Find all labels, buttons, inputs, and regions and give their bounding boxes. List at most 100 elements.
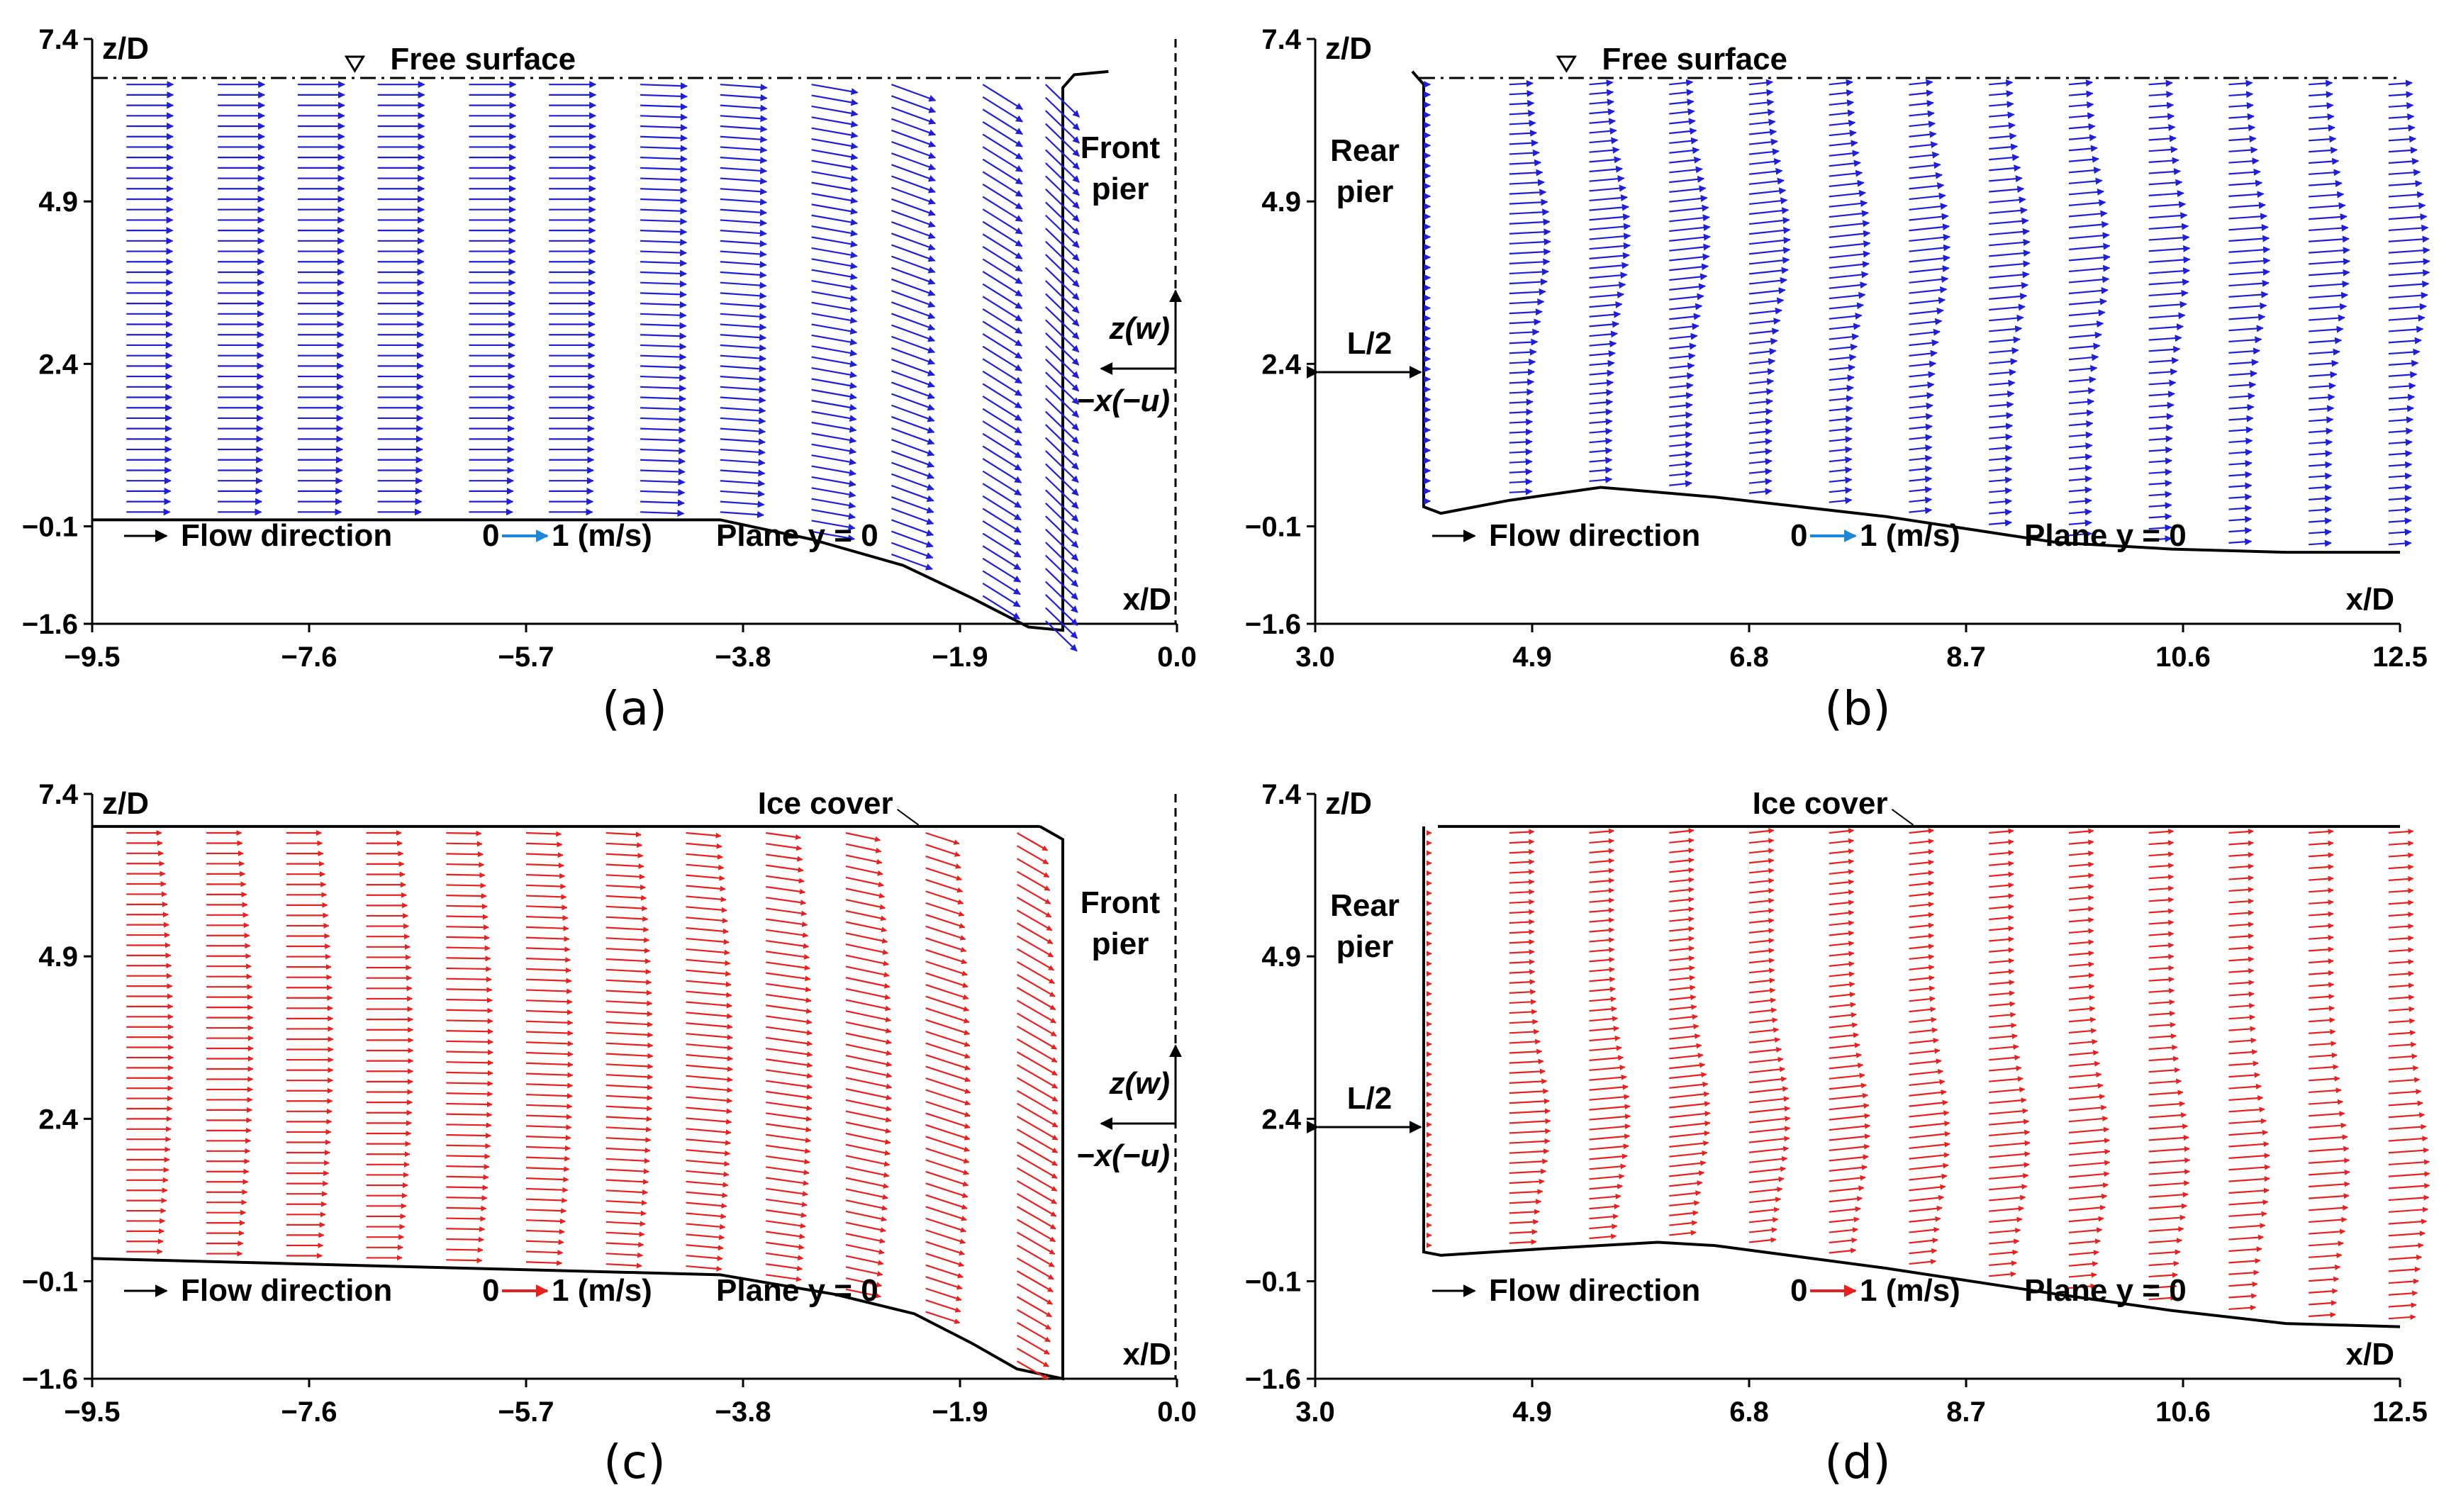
velocity-arrow xyxy=(2068,961,2094,968)
velocity-arrow xyxy=(2148,256,2191,264)
velocity-arrow xyxy=(845,1277,883,1288)
velocity-arrow xyxy=(1909,423,1933,431)
velocity-arrow xyxy=(1669,323,1700,330)
velocity-arrow xyxy=(2388,371,2418,379)
x-tick-label: 0.0 xyxy=(1157,642,1197,673)
velocity-arrow xyxy=(1909,318,1943,325)
velocity-arrow xyxy=(2228,1107,2265,1113)
velocity-arrow xyxy=(525,957,571,963)
velocity-arrow xyxy=(925,1019,971,1036)
velocity-arrow xyxy=(1989,379,2016,387)
velocity-arrow xyxy=(525,831,562,837)
velocity-arrow xyxy=(2148,301,2187,308)
velocity-arrow xyxy=(1669,147,1700,155)
velocity-arrow xyxy=(766,1123,812,1133)
x-tick-label: 10.6 xyxy=(2155,1396,2211,1428)
velocity-arrow xyxy=(1016,1064,1059,1089)
velocity-arrow xyxy=(1989,947,2014,953)
velocity-arrow xyxy=(2228,403,2255,411)
velocity-arrow xyxy=(1669,1140,1709,1148)
velocity-arrow xyxy=(1016,858,1050,878)
y-tick-label: 2.4 xyxy=(38,349,78,380)
velocity-arrow xyxy=(982,396,1022,422)
x-tick-label: 8.7 xyxy=(1946,642,1986,673)
velocity-arrow xyxy=(2309,303,2348,310)
velocity-arrow xyxy=(1989,1001,2016,1007)
velocity-arrow xyxy=(891,267,936,285)
velocity-arrow xyxy=(2309,439,2333,447)
velocity-arrow xyxy=(2388,1159,2430,1166)
velocity-arrow xyxy=(1669,204,1709,213)
velocity-arrow xyxy=(640,374,687,382)
velocity-arrow xyxy=(1748,438,1773,445)
velocity-arrow xyxy=(2148,953,2175,960)
velocity-arrow xyxy=(605,1147,651,1153)
velocity-arrow xyxy=(2309,993,2335,999)
velocity-arrow xyxy=(686,1202,727,1209)
velocity-arrow xyxy=(2148,908,2175,914)
surface-label: Ice cover xyxy=(1753,786,1888,821)
velocity-arrow xyxy=(1748,368,1775,376)
velocity-arrow xyxy=(720,365,766,373)
velocity-arrow xyxy=(1045,267,1080,301)
velocity-arrow xyxy=(2309,946,2334,953)
velocity-arrow xyxy=(2228,1083,2262,1090)
velocity-arrow xyxy=(2228,392,2255,400)
velocity-arrow xyxy=(1589,310,1622,318)
velocity-arrow xyxy=(2148,91,2174,99)
velocity-arrow xyxy=(1989,828,2014,834)
velocity-arrow xyxy=(1045,254,1080,288)
velocity-arrow xyxy=(982,508,1022,533)
velocity-arrow xyxy=(982,158,1023,185)
velocity-arrow xyxy=(605,1000,653,1007)
velocity-arrow xyxy=(1989,206,2028,214)
velocity-arrow xyxy=(1748,347,1777,355)
velocity-arrow xyxy=(982,408,1022,434)
velocity-arrow xyxy=(1989,1162,2030,1169)
velocity-arrow xyxy=(1589,937,1615,943)
velocity-arrow xyxy=(2388,1314,2416,1321)
velocity-arrow xyxy=(640,395,686,403)
velocity-arrow xyxy=(845,909,887,922)
velocity-arrow xyxy=(2388,1243,2424,1249)
velocity-arrow xyxy=(2068,298,2107,306)
velocity-arrow xyxy=(1589,1006,1617,1012)
velocity-arrow xyxy=(1748,1237,1777,1243)
velocity-arrow xyxy=(845,977,891,989)
velocity-arrow xyxy=(1748,418,1773,425)
velocity-arrow xyxy=(925,1007,970,1024)
velocity-arrow xyxy=(925,948,968,965)
velocity-arrow xyxy=(640,364,687,371)
velocity-arrow xyxy=(1909,1038,1939,1044)
velocity-arrow xyxy=(1509,929,1535,935)
velocity-arrow xyxy=(1016,1102,1059,1128)
panel-caption: (a) xyxy=(602,681,667,736)
velocity-arrow xyxy=(1669,1160,1707,1167)
x-tick-label: 3.0 xyxy=(1295,642,1335,673)
velocity-arrow xyxy=(1509,228,1551,236)
velocity-arrow xyxy=(1669,1053,1704,1060)
velocity-arrow xyxy=(1669,1220,1698,1226)
velocity-arrow xyxy=(1909,1184,1946,1192)
velocity-arrow xyxy=(891,404,935,422)
velocity-arrow xyxy=(891,381,935,400)
velocity-arrow xyxy=(686,1053,734,1062)
velocity-arrow xyxy=(1829,446,1853,454)
velocity-arrow xyxy=(640,426,686,434)
velocity-arrow xyxy=(1989,271,2030,279)
velocity-arrow xyxy=(1045,594,1078,627)
velocity-arrow xyxy=(640,113,688,121)
velocity-arrow xyxy=(640,499,685,507)
velocity-arrow xyxy=(1589,1065,1626,1071)
velocity-arrow xyxy=(925,1194,968,1210)
velocity-arrow xyxy=(1829,150,1860,157)
velocity-arrow xyxy=(766,1015,813,1025)
velocity-arrow xyxy=(2228,493,2253,501)
velocity-arrow xyxy=(525,841,563,848)
velocity-arrow xyxy=(2309,517,2333,525)
velocity-arrow xyxy=(811,367,857,379)
velocity-arrow xyxy=(2148,942,2175,948)
x-tick-label: 12.5 xyxy=(2372,642,2428,673)
velocity-arrow xyxy=(1909,476,1933,483)
velocity-arrow xyxy=(1909,985,1936,992)
